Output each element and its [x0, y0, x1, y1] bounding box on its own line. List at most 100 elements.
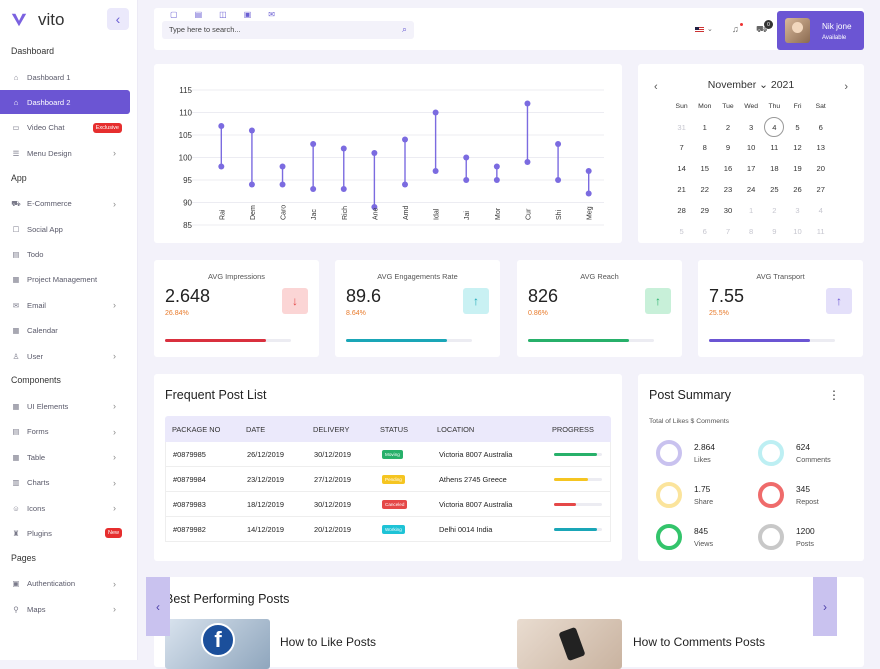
calendar-day[interactable]: 6 [809, 117, 832, 138]
sidebar-item[interactable]: ▤ Forms › [0, 420, 130, 444]
search-input[interactable]: Type here to search... ⌕ [162, 21, 414, 39]
calendar-month[interactable]: November [707, 79, 757, 91]
calendar-day[interactable]: 29 [693, 200, 716, 221]
sidebar-item[interactable]: ✉ Email › [0, 293, 130, 317]
calendar-day[interactable]: 14 [670, 158, 693, 179]
sidebar-item[interactable]: ▦ Calendar [0, 319, 130, 343]
next-month-icon[interactable]: › [844, 81, 848, 93]
y-tick-label: 115 [179, 86, 192, 95]
best-post-title-1[interactable]: How to Like Posts [280, 635, 377, 649]
search-icon[interactable]: ⌕ [401, 24, 407, 34]
sidebar-item[interactable]: ▭ Video Chat Exclusive [0, 116, 130, 140]
user-profile[interactable]: Nik jone Available [777, 11, 864, 50]
day-number: 11 [770, 143, 779, 153]
month-chevron-icon[interactable]: ⌄ [759, 79, 768, 91]
calendar-day[interactable]: 25 [763, 179, 786, 200]
sidebar-item[interactable]: ▥ Charts › [0, 471, 130, 495]
carousel-prev-button[interactable]: ‹ [146, 577, 170, 636]
calendar-day[interactable]: 7 [716, 221, 739, 242]
post-image-2[interactable] [517, 619, 622, 669]
table-row[interactable]: #0879985 26/12/2019 30/12/2019 Moving Victor… [165, 442, 611, 467]
calendar-day[interactable]: 26 [786, 179, 809, 200]
calendar-day[interactable]: 10 [740, 138, 763, 159]
chat-icon[interactable]: ▢ [170, 10, 178, 19]
calendar-day[interactable]: 8 [693, 138, 716, 159]
calendar-day[interactable]: 1 [740, 200, 763, 221]
carousel-next-button[interactable]: › [813, 577, 837, 636]
file-icon[interactable]: ▤ [194, 10, 203, 19]
calendar-day[interactable]: 15 [693, 158, 716, 179]
calendar-day[interactable]: 9 [763, 221, 786, 242]
calendar-day[interactable]: 9 [716, 138, 739, 159]
logo[interactable]: vito [10, 10, 64, 30]
bell-icon[interactable]: ♫ [732, 24, 739, 34]
message-icon[interactable]: ◫ [219, 10, 227, 19]
sidebar-item[interactable]: ⛟ E-Commerce › [0, 192, 130, 216]
x-tick-label: Jac [311, 209, 318, 220]
menu-icon: ☐ [12, 224, 20, 234]
sidebar-item[interactable]: ▦ Project Management [0, 268, 130, 292]
calendar-day[interactable]: 20 [809, 158, 832, 179]
cart-icon[interactable]: ⛟ [756, 24, 768, 34]
calendar-day[interactable]: 19 [786, 158, 809, 179]
calendar-day[interactable]: 4 [763, 117, 786, 138]
calendar-day[interactable]: 31 [670, 117, 693, 138]
sidebar-collapse-button[interactable]: ‹ [107, 8, 129, 30]
calendar-day[interactable]: 11 [763, 138, 786, 159]
us-flag-icon[interactable] [695, 27, 704, 33]
calendar-icon[interactable]: ▣ [243, 10, 252, 19]
table-row[interactable]: #0879984 23/12/2019 27/12/2019 Pending Athen… [165, 467, 611, 492]
delivery: 30/12/2019 [314, 500, 351, 509]
calendar-day[interactable]: 6 [693, 221, 716, 242]
calendar-day[interactable]: 2 [763, 200, 786, 221]
prev-month-icon[interactable]: ‹ [654, 81, 658, 93]
calendar-day[interactable]: 21 [670, 179, 693, 200]
sidebar-item[interactable]: ▤ Todo [0, 242, 130, 266]
calendar-day[interactable]: 1 [693, 117, 716, 138]
mail-icon[interactable]: ✉ [268, 10, 275, 19]
calendar-day[interactable]: 8 [740, 221, 763, 242]
sidebar-item[interactable]: ☐ Social App [0, 217, 130, 241]
calendar-day[interactable]: 10 [786, 221, 809, 242]
day-number: 23 [723, 185, 733, 195]
sidebar-item[interactable]: ♙ User › [0, 344, 130, 368]
sidebar-item[interactable]: ⌂ Dashboard 2 [0, 90, 130, 115]
calendar-day[interactable]: 11 [809, 221, 832, 242]
avatar [785, 18, 810, 43]
calendar-day[interactable]: 16 [716, 158, 739, 179]
calendar-day[interactable]: 13 [809, 138, 832, 159]
calendar-day[interactable]: 23 [716, 179, 739, 200]
calendar-day[interactable]: 28 [670, 200, 693, 221]
menu-icon: ▦ [12, 326, 20, 336]
sidebar-item[interactable]: ⌂ Dashboard 1 [0, 65, 130, 89]
calendar-day[interactable]: 12 [786, 138, 809, 159]
calendar-day[interactable]: 27 [809, 179, 832, 200]
calendar-day[interactable]: 17 [740, 158, 763, 179]
day-number: 24 [746, 185, 756, 195]
calendar-day[interactable]: 18 [763, 158, 786, 179]
calendar-day[interactable]: 2 [716, 117, 739, 138]
sidebar-item[interactable]: ▣ Authentication › [0, 572, 130, 596]
sidebar-item[interactable]: ♜ Plugins New [0, 521, 130, 545]
post-image-1[interactable]: f [165, 619, 270, 669]
sidebar-item[interactable]: ⚲ Maps › [0, 597, 130, 621]
sidebar-item[interactable]: ☰ Menu Design › [0, 141, 130, 165]
calendar-year[interactable]: 2021 [770, 79, 795, 91]
calendar-day[interactable]: 22 [693, 179, 716, 200]
calendar-day[interactable]: 30 [716, 200, 739, 221]
calendar-day[interactable]: 5 [786, 117, 809, 138]
table-row[interactable]: #0879982 14/12/2019 20/12/2019 Working Delhi… [165, 517, 611, 542]
best-post-title-2[interactable]: How to Comments Posts [633, 635, 766, 649]
calendar-day[interactable]: 24 [740, 179, 763, 200]
calendar-day[interactable]: 5 [670, 221, 693, 242]
calendar-day[interactable]: 4 [809, 200, 832, 221]
calendar-day[interactable]: 3 [740, 117, 763, 138]
calendar-day[interactable]: 7 [670, 138, 693, 159]
calendar-day[interactable]: 3 [786, 200, 809, 221]
sidebar-item[interactable]: ☺ Icons › [0, 496, 130, 520]
language-chevron-icon[interactable]: ⌄ [707, 26, 713, 33]
sidebar-item[interactable]: ▦ UI Elements › [0, 394, 130, 418]
sidebar-item[interactable]: ▦ Table › [0, 445, 130, 469]
more-vertical-icon[interactable]: ⋮ [828, 388, 840, 402]
table-row[interactable]: #0879983 18/12/2019 30/12/2019 Canceled Vict… [165, 492, 611, 517]
